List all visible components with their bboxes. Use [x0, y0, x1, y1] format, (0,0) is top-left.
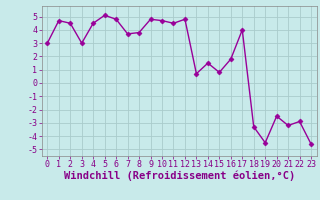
X-axis label: Windchill (Refroidissement éolien,°C): Windchill (Refroidissement éolien,°C)	[64, 171, 295, 181]
